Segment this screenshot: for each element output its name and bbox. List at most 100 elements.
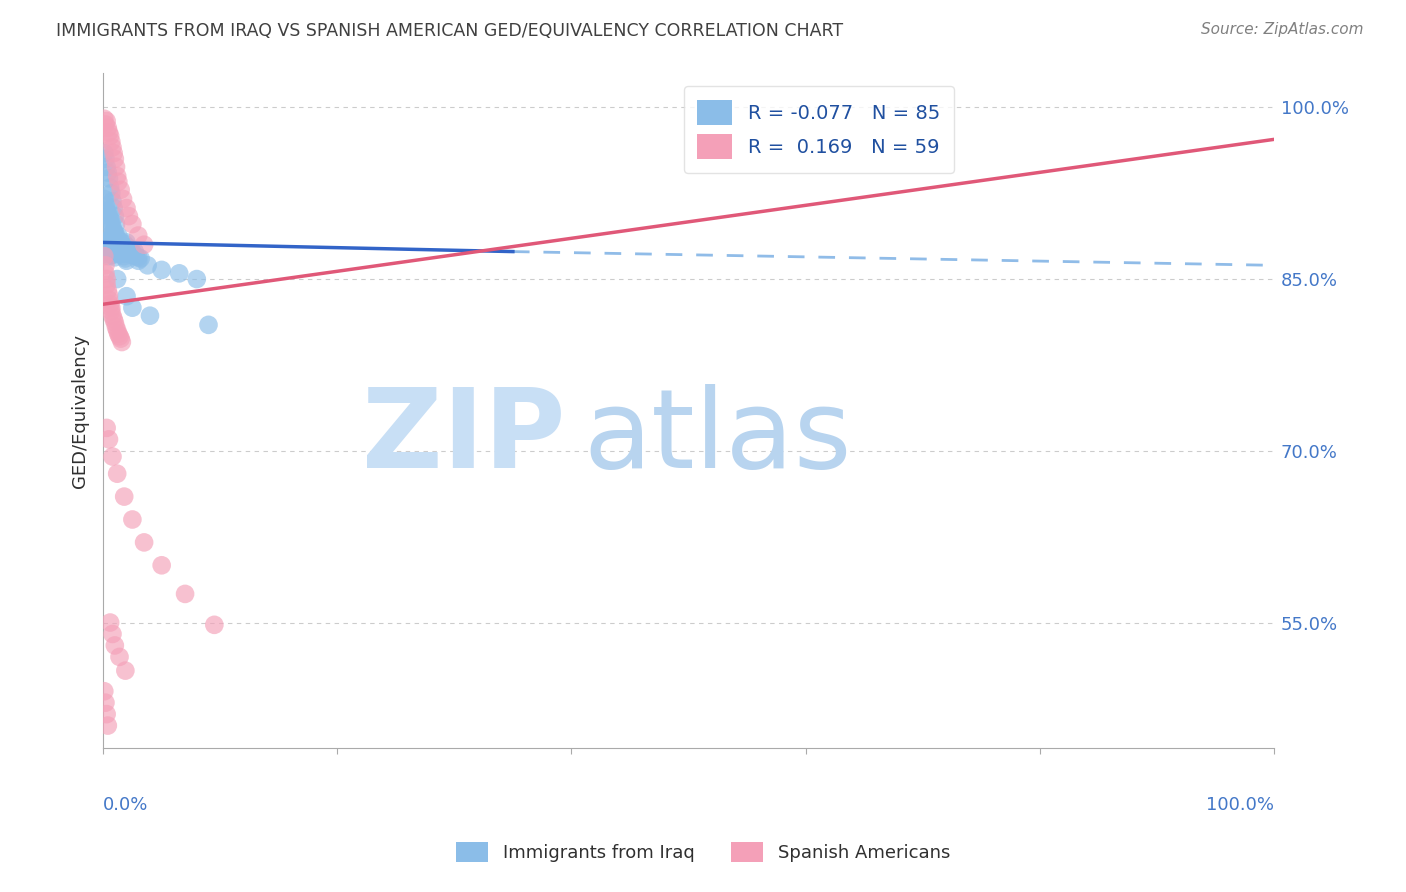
Point <box>120 247 142 261</box>
Point <box>202 617 225 632</box>
Point <box>98 228 121 243</box>
Point <box>104 227 127 241</box>
Point <box>150 263 173 277</box>
Text: atlas: atlas <box>583 384 852 491</box>
Point <box>124 244 146 259</box>
Point <box>108 649 131 664</box>
Point <box>98 209 121 223</box>
Point <box>105 228 128 243</box>
Point <box>101 140 124 154</box>
Point <box>103 242 125 256</box>
Point <box>98 433 121 447</box>
Point <box>112 490 135 504</box>
Point <box>107 326 129 341</box>
Point <box>150 558 173 573</box>
Point <box>103 201 125 215</box>
Point <box>96 421 118 435</box>
Legend: Immigrants from Iraq, Spanish Americans: Immigrants from Iraq, Spanish Americans <box>449 834 957 870</box>
Point <box>107 175 129 189</box>
Point <box>101 220 124 235</box>
Point <box>110 183 132 197</box>
Point <box>108 329 131 343</box>
Point <box>107 244 129 258</box>
Point <box>98 249 121 263</box>
Legend: R = -0.077   N = 85, R =  0.169   N = 59: R = -0.077 N = 85, R = 0.169 N = 59 <box>683 87 953 173</box>
Point <box>93 244 115 258</box>
Point <box>197 318 219 332</box>
Point <box>105 320 128 334</box>
Point <box>97 718 120 732</box>
Point <box>110 332 132 346</box>
Point <box>107 235 129 250</box>
Point <box>94 118 117 132</box>
Point <box>93 684 115 698</box>
Point <box>94 266 117 280</box>
Point <box>97 284 120 298</box>
Point <box>114 664 136 678</box>
Point <box>127 250 149 264</box>
Point <box>110 245 132 260</box>
Point <box>114 252 136 266</box>
Point <box>104 639 127 653</box>
Point <box>98 126 121 140</box>
Point <box>103 312 125 326</box>
Point <box>101 450 124 464</box>
Point <box>100 244 122 259</box>
Point <box>132 535 155 549</box>
Point <box>112 249 135 263</box>
Point <box>96 203 118 218</box>
Point <box>101 194 124 209</box>
Point <box>98 288 121 302</box>
Point <box>105 169 128 183</box>
Point <box>104 316 127 330</box>
Point <box>112 192 135 206</box>
Point <box>118 244 141 258</box>
Point <box>121 301 143 315</box>
Point <box>115 201 138 215</box>
Point <box>100 135 122 149</box>
Point <box>98 212 121 227</box>
Point <box>118 247 141 261</box>
Point <box>136 258 159 272</box>
Point <box>186 272 208 286</box>
Point <box>96 272 118 286</box>
Point <box>101 627 124 641</box>
Point <box>100 304 122 318</box>
Point <box>93 112 115 126</box>
Text: 0.0%: 0.0% <box>103 796 149 814</box>
Point <box>105 247 128 261</box>
Point <box>105 240 128 254</box>
Text: Source: ZipAtlas.com: Source: ZipAtlas.com <box>1201 22 1364 37</box>
Point <box>94 237 117 252</box>
Point <box>94 258 117 272</box>
Text: ZIP: ZIP <box>363 384 565 491</box>
Point <box>97 120 120 135</box>
Point <box>125 249 148 263</box>
Point <box>105 160 128 174</box>
Point <box>114 242 136 256</box>
Point <box>98 297 121 311</box>
Point <box>104 209 127 223</box>
Point <box>105 237 128 252</box>
Point <box>101 229 124 244</box>
Point <box>94 152 117 166</box>
Point <box>112 244 135 259</box>
Point <box>112 242 135 256</box>
Point <box>94 247 117 261</box>
Point <box>118 209 141 223</box>
Point <box>98 232 121 246</box>
Point <box>105 467 128 481</box>
Point <box>167 266 190 280</box>
Point <box>121 217 143 231</box>
Point <box>98 180 121 194</box>
Point <box>93 192 115 206</box>
Point <box>105 324 128 338</box>
Point <box>94 696 117 710</box>
Point <box>98 171 121 186</box>
Point <box>98 128 121 143</box>
Point <box>115 253 138 268</box>
Point <box>132 237 155 252</box>
Point <box>112 236 135 251</box>
Point <box>127 253 149 268</box>
Point <box>115 235 138 250</box>
